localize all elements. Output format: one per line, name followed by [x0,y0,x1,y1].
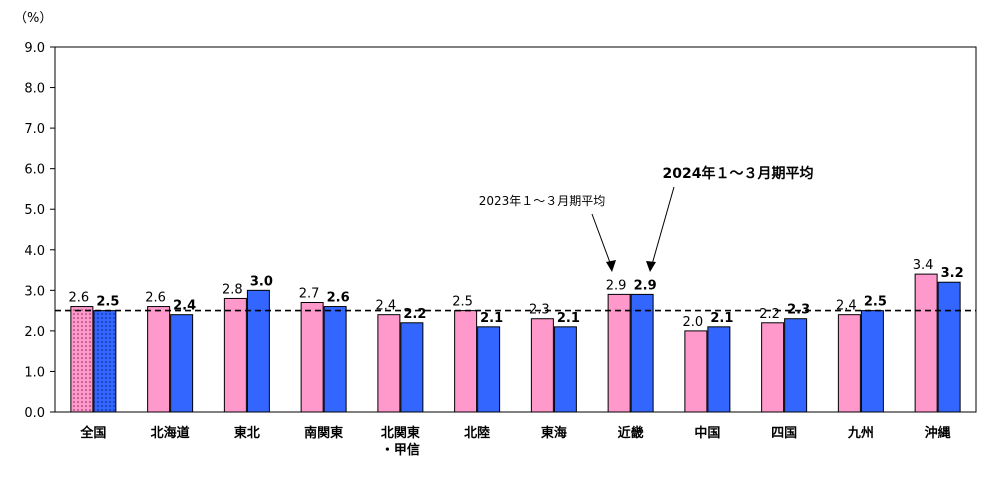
plot-area-frame [54,46,977,413]
value-label-2023: 2.6 [145,291,166,306]
series-2023-arrow-head [606,260,616,272]
category-label: 北陸 [464,425,490,441]
value-label-2024: 3.2 [941,266,964,281]
value-label-2024: 2.3 [787,303,810,318]
bar-2024 [707,326,731,413]
bar-2023 [377,314,401,413]
category-label: 北関東 [381,425,420,441]
bar-2023 [761,322,785,413]
bar-2024 [323,306,347,413]
y-axis-ticks: 0.0 1.0 2.0 3.0 4.0 5.0 6.0 7.0 8.0 9.0 [24,41,55,421]
value-label-2024: 2.1 [480,311,503,326]
value-label-2023: 2.9 [606,278,627,293]
value-label-2023: 2.0 [683,315,704,330]
category-label: 南関東 [304,425,343,441]
series-2024-annotation: 2024年１～３月期平均 [663,165,814,182]
value-label-2023: 2.5 [452,295,473,310]
bar-2024 [170,314,194,413]
y-tick-label: 4.0 [24,244,45,259]
value-label-2023: 2.4 [836,299,857,314]
y-tick-label: 6.0 [24,163,45,178]
series-2023-arrow-line [591,213,613,269]
series-2024-arrow-line [650,186,675,269]
category-label: 沖縄 [925,425,951,441]
bars-group [70,273,961,413]
value-label-2023: 2.2 [759,307,780,322]
y-tick-label: 9.0 [24,41,45,56]
bar-2024 [553,326,577,413]
x-axis-categories: 全国 北海道 東北 南関東 北関東・甲信 北陸 東海 近畿 中国 四国 九州 沖縄 [79,425,950,458]
value-label-2023: 2.8 [222,282,243,297]
bar-2023 [223,297,247,413]
bar-2024 [477,326,501,413]
category-label: 近畿 [618,425,644,441]
value-label-2024: 3.0 [250,274,273,289]
category-label: 四国 [771,426,797,441]
value-label-2024: 2.9 [634,278,657,293]
bar-2024 [246,289,270,413]
category-label: 九州 [847,426,874,441]
value-label-2024: 2.5 [96,295,119,310]
bar-2024 [784,318,808,413]
bar-2024 [937,281,961,413]
value-label-2024: 2.1 [557,311,580,326]
category-label: 中国 [694,425,720,441]
y-tick-label: 2.0 [24,325,45,340]
category-label: ・甲信 [381,442,420,458]
y-tick-label: 8.0 [24,82,45,97]
bar-2024 [400,322,424,413]
y-tick-label: 0.0 [24,406,45,421]
value-label-2023: 2.7 [299,287,320,302]
y-tick-label: 7.0 [24,122,45,137]
value-label-2023: 2.6 [69,291,90,306]
y-tick-label: 5.0 [24,203,45,218]
bar-2023 [607,293,631,413]
value-label-2023: 2.4 [376,299,397,314]
bar-2023 [454,310,478,413]
value-label-2024: 2.4 [173,299,196,314]
value-label-2024: 2.5 [864,295,887,310]
y-axis-unit-label: （%） [14,11,52,26]
value-label-2024: 2.1 [710,311,733,326]
value-label-2023: 3.4 [913,258,934,273]
bar-2023 [147,306,171,413]
category-label: 東北 [234,425,260,441]
series-2023-annotation: 2023年１～３月期平均 [479,194,606,208]
bar-2023 [684,330,708,413]
bar-2024 [93,310,117,413]
value-labels-group: 2.6 2.5 2.6 2.4 2.8 3.0 2.7 2.6 2.4 2.2 2.5 2.1 2.3 2… [69,258,964,330]
y-tick-label: 3.0 [24,284,45,299]
y-tick-label: 1.0 [24,365,45,380]
bar-2023 [530,318,554,413]
bar-2024 [630,293,654,413]
bar-2023 [70,306,94,413]
value-label-2023: 2.3 [529,303,550,318]
series-2024-arrow-head [646,261,656,272]
category-label: 東海 [541,425,567,441]
bar-2023 [300,302,324,413]
category-label: 北海道 [151,425,190,441]
bar-2023 [914,273,938,413]
bar-2023 [837,314,861,413]
bar-2024 [860,310,884,413]
category-label: 全国 [79,425,106,441]
value-label-2024: 2.2 [403,307,426,322]
value-label-2024: 2.6 [327,291,350,306]
